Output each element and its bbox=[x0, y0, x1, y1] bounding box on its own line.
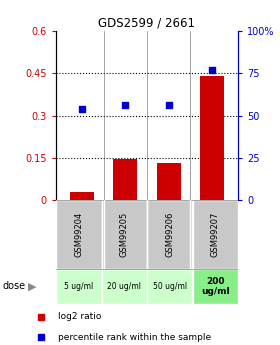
Bar bbox=[193, 269, 238, 304]
Text: 20 ug/ml: 20 ug/ml bbox=[107, 282, 141, 291]
Text: GSM99206: GSM99206 bbox=[165, 212, 174, 257]
Bar bbox=[101, 269, 147, 304]
Text: percentile rank within the sample: percentile rank within the sample bbox=[58, 333, 211, 342]
Bar bbox=[157, 164, 181, 200]
Text: 50 ug/ml: 50 ug/ml bbox=[153, 282, 187, 291]
Point bbox=[80, 106, 84, 111]
Text: log2 ratio: log2 ratio bbox=[58, 312, 102, 321]
Text: 200
ug/ml: 200 ug/ml bbox=[201, 277, 230, 296]
Bar bbox=[147, 200, 192, 269]
Text: GSM99207: GSM99207 bbox=[211, 212, 220, 257]
Title: GDS2599 / 2661: GDS2599 / 2661 bbox=[99, 17, 195, 30]
Bar bbox=[101, 200, 147, 269]
Bar bbox=[56, 269, 101, 304]
Bar bbox=[56, 200, 101, 269]
Point bbox=[123, 103, 128, 108]
Text: GSM99205: GSM99205 bbox=[120, 212, 129, 257]
Bar bbox=[193, 200, 238, 269]
Bar bbox=[200, 76, 224, 200]
Text: GSM99204: GSM99204 bbox=[74, 212, 83, 257]
Point bbox=[166, 103, 171, 108]
Bar bbox=[147, 269, 192, 304]
Text: ▶: ▶ bbox=[28, 282, 36, 291]
Bar bbox=[70, 191, 94, 200]
Text: dose: dose bbox=[3, 282, 26, 291]
Bar bbox=[113, 159, 137, 200]
Point bbox=[210, 67, 214, 73]
Text: 5 ug/ml: 5 ug/ml bbox=[64, 282, 93, 291]
